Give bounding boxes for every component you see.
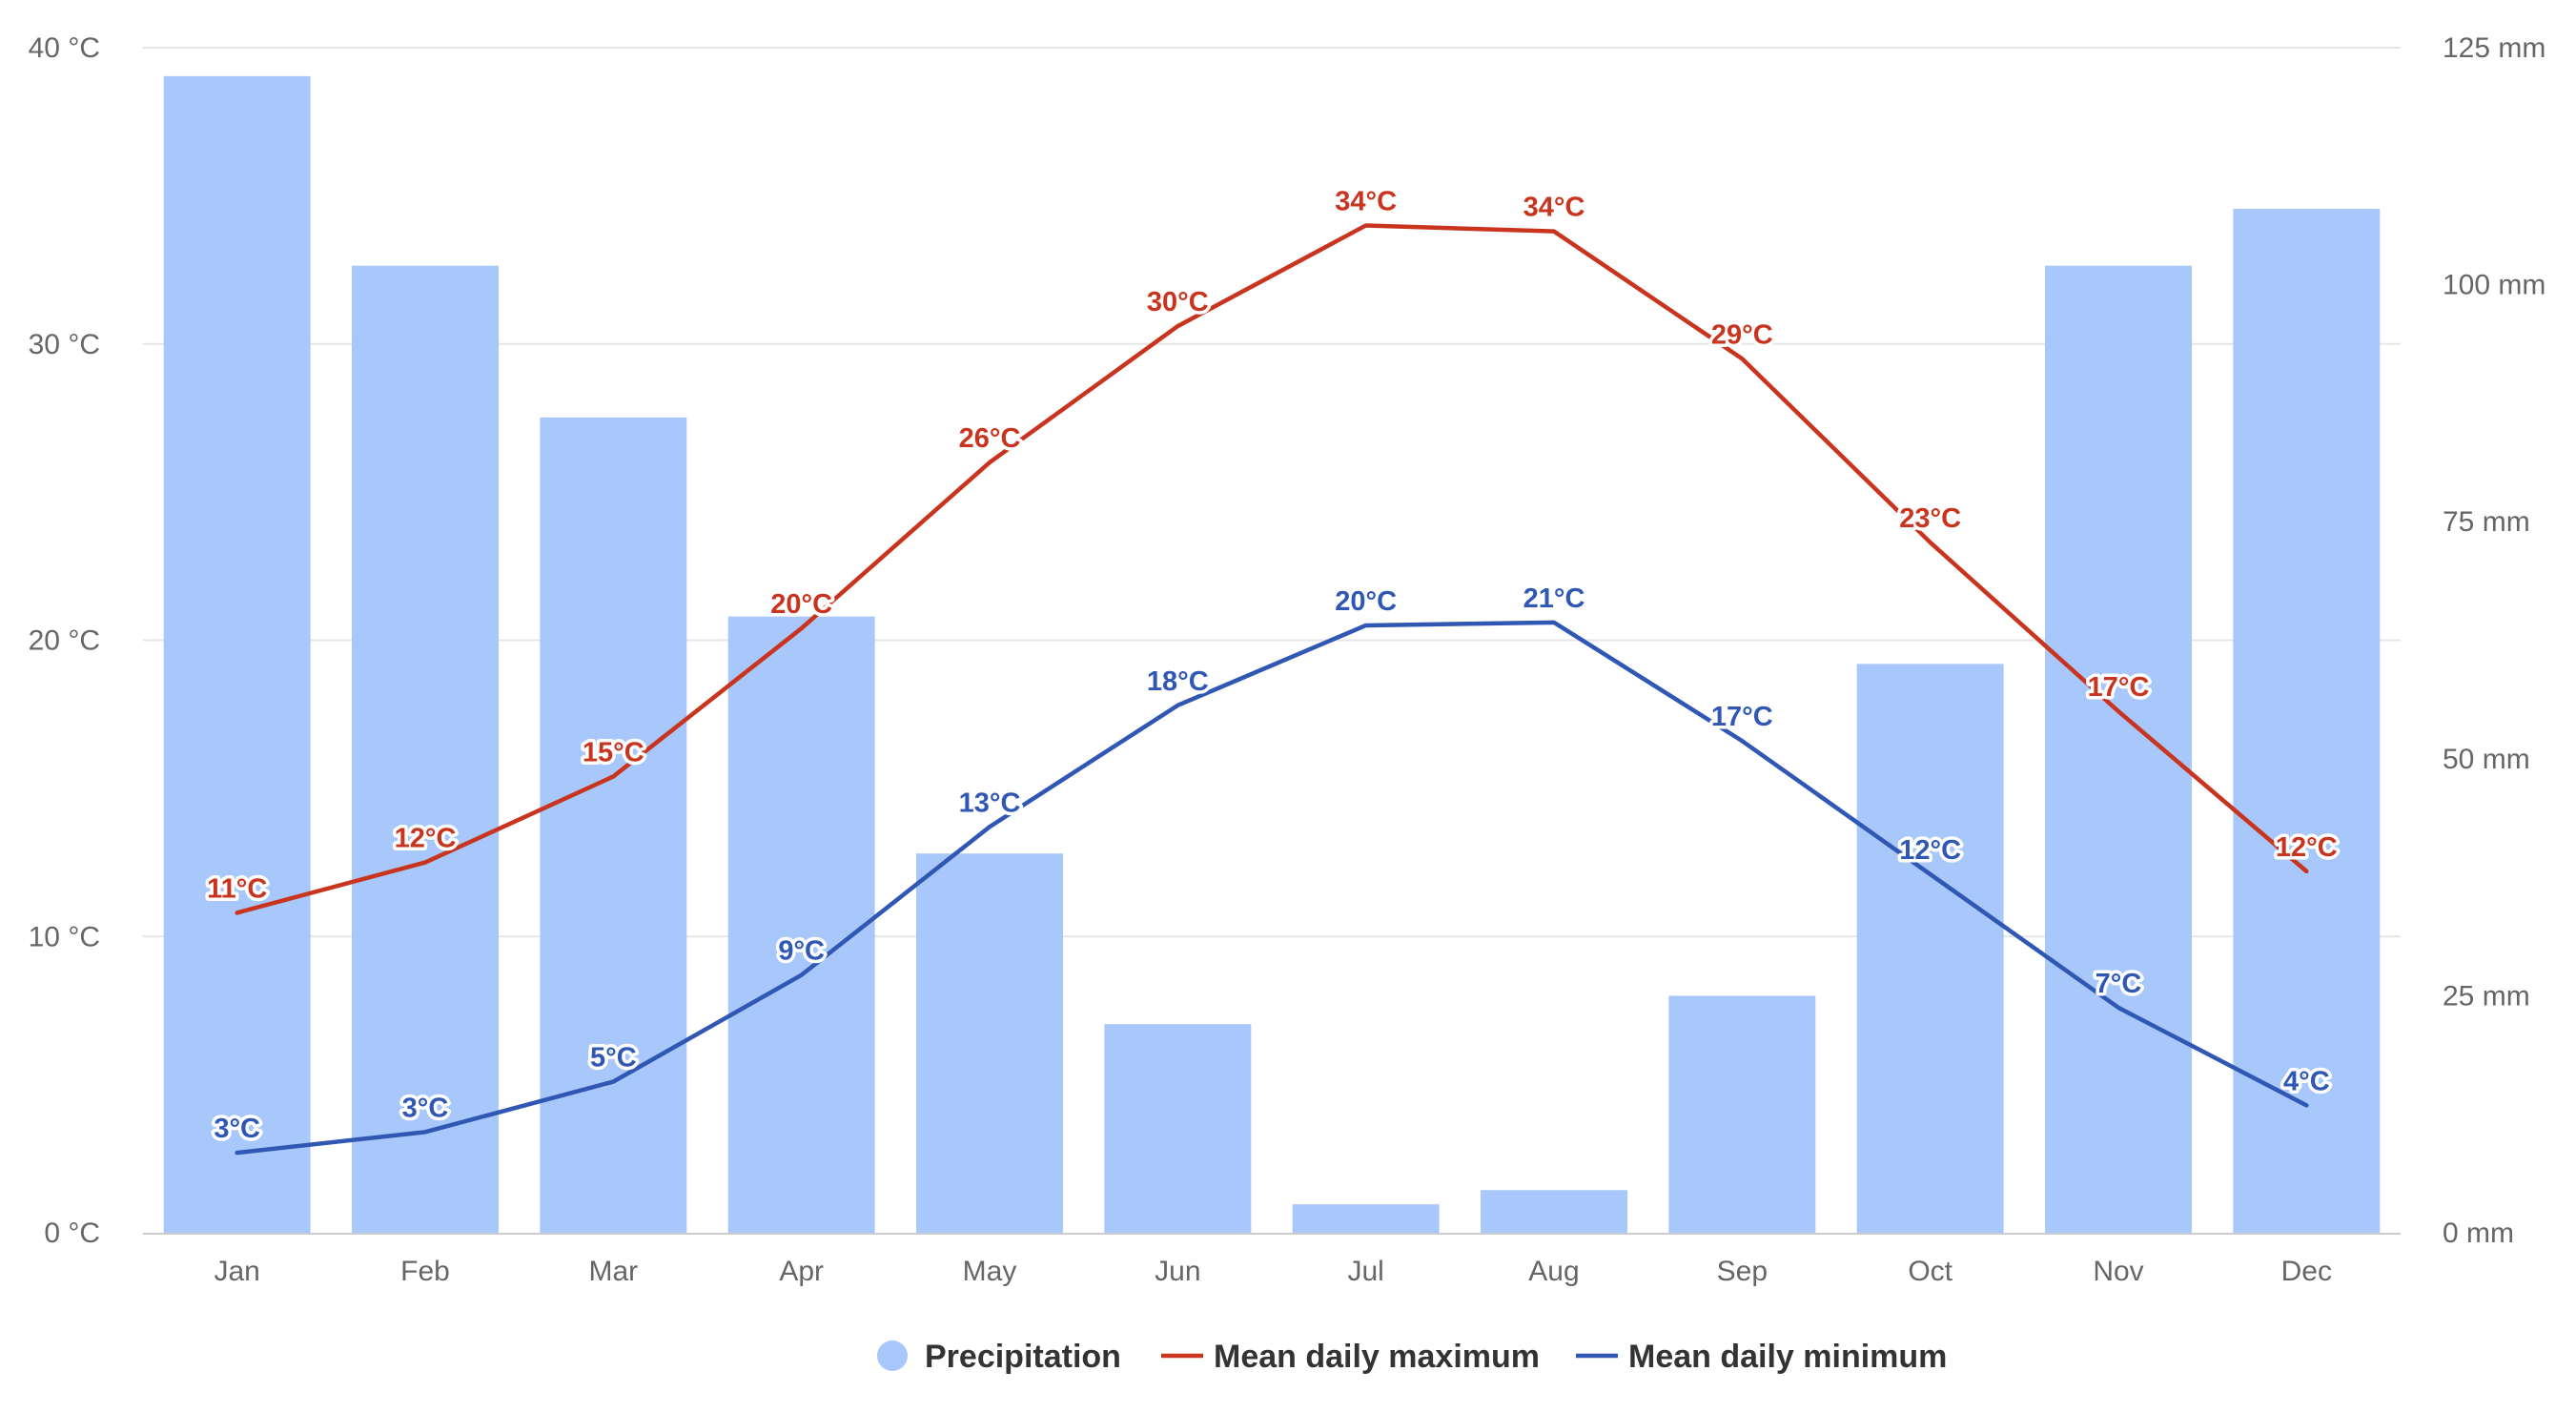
right-axis-tick-label: 0 mm (2443, 1218, 2514, 1249)
x-axis-tick-label: May (963, 1256, 1017, 1287)
min-temp-line (235, 620, 2309, 1156)
x-axis-tick-label: Feb (400, 1256, 450, 1287)
x-axis-tick-label: Oct (1908, 1256, 1952, 1287)
left-axis-tick-label: 20 °C (29, 625, 100, 657)
precipitation-bar (916, 853, 1063, 1233)
max-temp-data-label: 17°C (2088, 672, 2150, 703)
temperature-lines (235, 223, 2309, 1156)
min-temp-data-label: 7°C (2096, 969, 2142, 999)
min-temp-data-label: 17°C (1711, 702, 1773, 732)
axes: 0 °C 10 °C 20 °C 30 °C 40 °C 0 mm 25 mm 50 mm 75… (29, 32, 2546, 1287)
right-axis-tick-label: 100 mm (2443, 270, 2545, 301)
precipitation-bar (1104, 1024, 1252, 1233)
min-temp-data-label: 20°C (1335, 586, 1397, 617)
min-temp-data-label: 12°C (1899, 835, 1961, 866)
precipitation-bar (2045, 265, 2192, 1233)
x-axis-tick-label: Sep (1717, 1256, 1768, 1287)
legend-max-temp-label: Mean daily maximum (1214, 1339, 1540, 1375)
max-temp-data-label: 15°C (583, 737, 644, 767)
max-temp-data-label: 12°C (2276, 832, 2338, 863)
min-temp-data-label: 4°C (2283, 1066, 2330, 1096)
x-axis-tick-label: Aug (1528, 1256, 1579, 1287)
legend-min-temp-label: Mean daily minimum (1628, 1339, 1947, 1375)
min-temp-data-label: 18°C (1147, 666, 1209, 697)
right-axis-tick-label: 50 mm (2443, 744, 2530, 775)
max-temp-data-label: 30°C (1147, 287, 1209, 317)
legend-precipitation-label: Precipitation (925, 1339, 1121, 1375)
right-axis-tick-label: 75 mm (2443, 506, 2530, 538)
max-temp-data-label: 20°C (770, 589, 832, 620)
max-temp-data-label: 29°C (1711, 319, 1773, 350)
precipitation-bar (727, 616, 875, 1233)
x-axis-tick-label: Nov (2093, 1256, 2143, 1287)
min-temp-data-label: 5°C (590, 1043, 637, 1074)
gridlines (143, 47, 2401, 938)
precipitation-bar (1856, 664, 2004, 1233)
left-axis-tick-label: 40 °C (29, 32, 100, 64)
min-temp-data-label: 13°C (959, 788, 1021, 818)
data-labels: 11°C 12°C 15°C 20°C 26°C 30°C 34°C 34°C 29°C 23°C… (204, 183, 2341, 1148)
precipitation-bar (352, 265, 499, 1233)
max-temp-data-label: 26°C (959, 423, 1021, 454)
right-axis-tick-label: 125 mm (2443, 32, 2545, 64)
min-temp-data-label: 9°C (778, 936, 825, 967)
x-axis-tick-label: Jul (1347, 1256, 1383, 1287)
min-temp-data-label: 21°C (1523, 583, 1585, 614)
left-axis-tick-label: 10 °C (29, 921, 100, 952)
x-axis-tick-label: Jun (1155, 1256, 1200, 1287)
max-temp-data-label: 23°C (1899, 503, 1961, 534)
precipitation-bar (540, 417, 687, 1233)
min-temp-data-label: 3°C (402, 1093, 449, 1123)
max-temp-data-label: 11°C (207, 873, 267, 904)
precipitation-bar (1668, 995, 1816, 1233)
x-axis-tick-label: Apr (779, 1256, 824, 1287)
right-axis-tick-label: 25 mm (2443, 980, 2530, 1012)
min-temp-data-label: 3°C (214, 1114, 260, 1144)
precipitation-bar (1481, 1190, 1627, 1233)
left-axis-tick-label: 30 °C (29, 329, 100, 360)
left-axis-tick-label: 0 °C (44, 1218, 100, 1249)
precipitation-bars (163, 75, 2381, 1234)
legend-precipitation-marker (877, 1340, 908, 1371)
x-axis-tick-label: Dec (2281, 1256, 2332, 1287)
precipitation-bar (1292, 1204, 1440, 1233)
x-axis-tick-label: Jan (214, 1256, 259, 1287)
precipitation-bar (163, 75, 311, 1233)
legend: Precipitation Mean daily maximum Mean dail… (877, 1339, 1947, 1375)
max-temp-line (235, 223, 2309, 915)
max-temp-data-label: 34°C (1523, 193, 1585, 223)
x-axis-tick-label: Mar (588, 1256, 638, 1287)
precipitation-bar (2233, 209, 2381, 1234)
max-temp-data-label: 12°C (395, 824, 457, 854)
max-temp-data-label: 34°C (1335, 186, 1397, 216)
